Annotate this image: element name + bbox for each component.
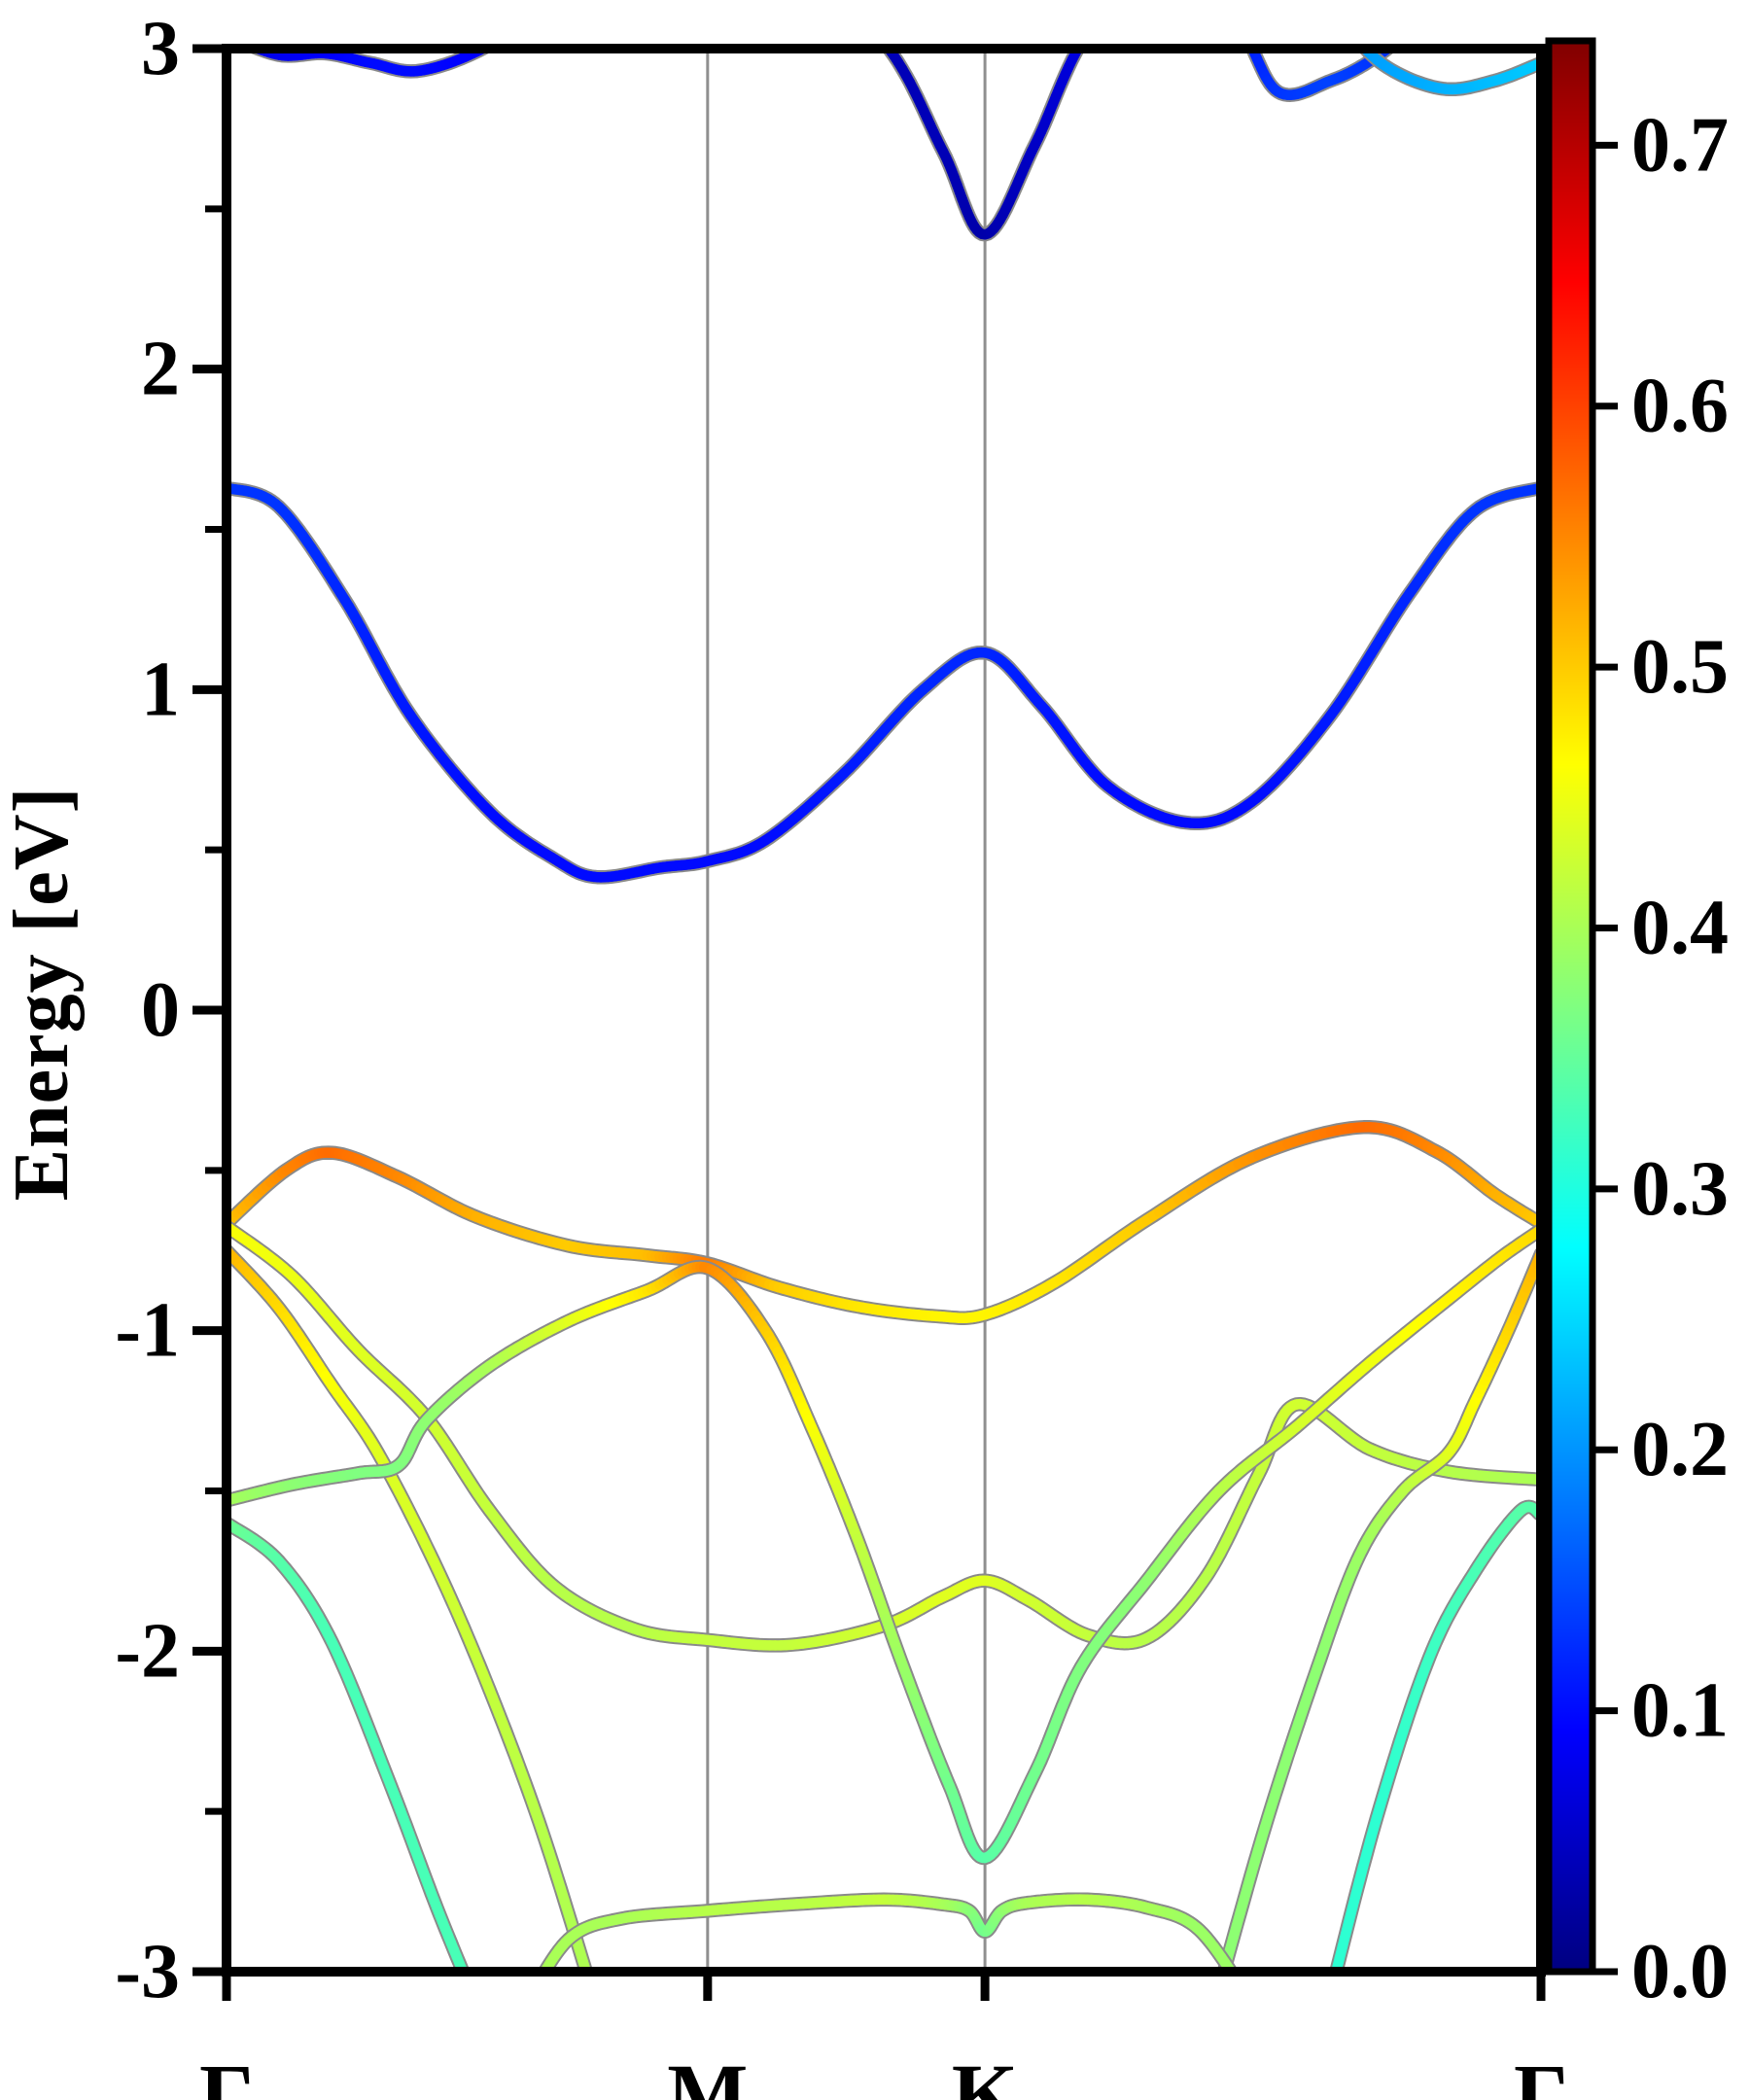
- y-tick-label-2: 1: [141, 647, 180, 732]
- y-tick-label-0: 3: [141, 6, 180, 91]
- band-valence-5-right: [1328, 1499, 1541, 1972]
- colorbar-tick-label-4: 0.3: [1631, 1146, 1729, 1232]
- x-tick-label-0: Γ: [199, 2048, 254, 2100]
- band-conduction-3: [1355, 49, 1541, 97]
- band-conduction-2: [238, 49, 1400, 242]
- band-conduction-1: [227, 480, 1541, 885]
- band-valence-4: [227, 1222, 1541, 1866]
- band-valence-5-left: [227, 1516, 471, 1972]
- colorbar-tick-label-6: 0.1: [1631, 1668, 1729, 1754]
- plot-frame: [222, 44, 1546, 1977]
- band-valence-1: [227, 1120, 1541, 1325]
- y-tick-label-3: 0: [141, 967, 180, 1053]
- x-tick-label-2: K: [952, 2048, 1018, 2100]
- colorbar-tick-label-5: 0.2: [1631, 1407, 1729, 1492]
- y-tick-label-1: 2: [141, 327, 180, 412]
- y-tick-label-4: -1: [115, 1288, 180, 1374]
- x-tick-label-3: Γ: [1514, 2048, 1568, 2100]
- x-tick-label-1: M: [667, 2048, 748, 2100]
- colorbar-gradient: [1549, 41, 1592, 1972]
- colorbar-tick-label-2: 0.5: [1631, 624, 1729, 710]
- band-valence-3-left: [227, 1243, 594, 1972]
- y-tick-label-5: -2: [115, 1608, 180, 1694]
- band-valence-3-right: [1216, 1246, 1541, 1972]
- band-valence-6: [536, 1892, 1240, 1972]
- colorbar-tick-label-3: 0.4: [1631, 885, 1729, 970]
- colorbar-tick-label-7: 0.0: [1631, 1929, 1729, 2014]
- colorbar-frame: [1545, 37, 1596, 1976]
- y-tick-label-6: -3: [115, 1929, 180, 2014]
- bands-layer: [227, 49, 1541, 1972]
- colorbar-tick-label-0: 0.7: [1631, 102, 1729, 188]
- colorbar-tick-label-1: 0.6: [1631, 364, 1729, 449]
